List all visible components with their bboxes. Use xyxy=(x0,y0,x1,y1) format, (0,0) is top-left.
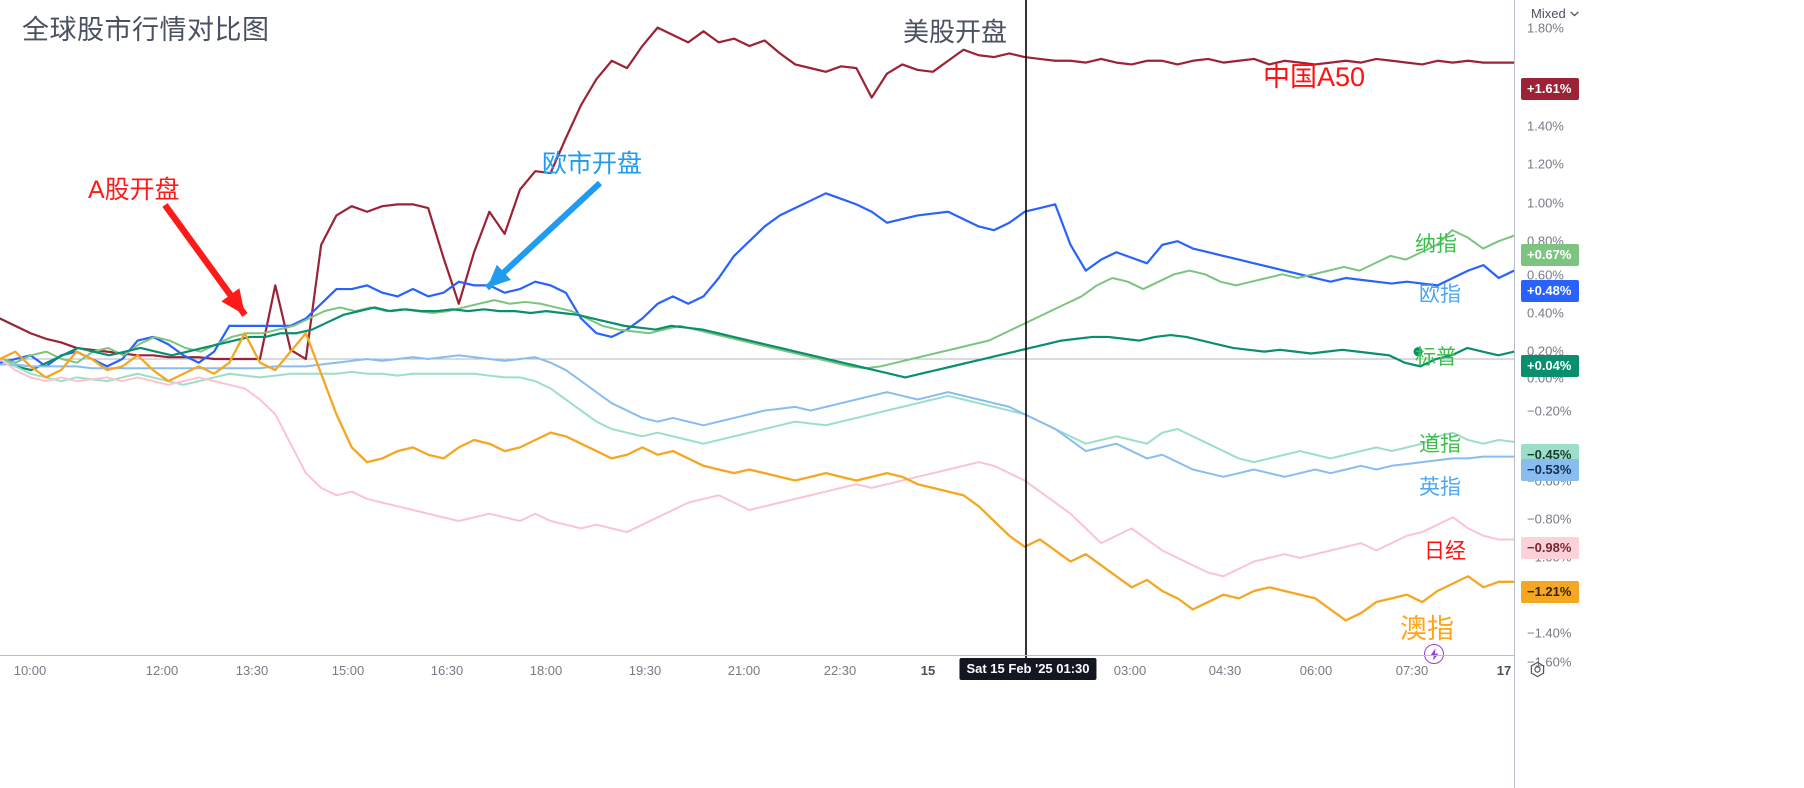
series-line-澳指 xyxy=(0,332,1514,622)
series-line-道指 xyxy=(0,358,1514,464)
annotation-arrow-a-shares xyxy=(162,203,248,317)
time-tick-label: 12:00 xyxy=(145,663,179,678)
series-label-nikkei: 日经 xyxy=(1424,540,1466,563)
annotation-us-open: 美股开盘 xyxy=(903,17,1008,47)
price-badge-a50[interactable]: +1.61% xyxy=(1521,78,1579,100)
gear-icon[interactable] xyxy=(1528,660,1547,679)
price-axis[interactable]: Mixed 1.80% 1.40% 1.20% 1.00% 0.80% 0.60% 0.40… xyxy=(1514,0,1804,788)
price-badge-sp[interactable]: +0.04% xyxy=(1521,355,1579,377)
price-badge-ftse[interactable]: −0.53% xyxy=(1521,459,1579,481)
chevron-down-icon xyxy=(1569,10,1579,16)
series-label-euro: 欧指 xyxy=(1419,283,1461,306)
time-tick-label: 10:00 xyxy=(13,663,47,678)
time-tick-label: 06:00 xyxy=(1299,663,1333,678)
time-tick-label: 15:00 xyxy=(331,663,365,678)
series-label-ftse: 英指 xyxy=(1419,476,1461,499)
time-tick-label: 04:30 xyxy=(1208,663,1242,678)
series-line-纳指 xyxy=(0,229,1514,370)
time-tick-label: 19:30 xyxy=(628,663,662,678)
price-tick-label: 1.40% xyxy=(1527,118,1564,134)
scale-mode-select[interactable]: Mixed xyxy=(1525,3,1585,24)
series-line-日经 xyxy=(0,358,1514,578)
time-tick-label: 17 xyxy=(1496,663,1512,678)
time-tick-label: 22:30 xyxy=(823,663,857,678)
price-tick-label: 0.20% xyxy=(1527,343,1564,359)
time-tick-label: 21:00 xyxy=(727,663,761,678)
series-line-英指 xyxy=(0,354,1514,478)
price-tick-label: −1.60% xyxy=(1527,654,1572,670)
annotation-arrow-eu-open xyxy=(484,180,603,291)
price-tick-label: −0.80% xyxy=(1527,511,1572,527)
series-line-欧指 xyxy=(0,192,1514,368)
price-tick-label: 1.00% xyxy=(1527,195,1564,211)
series-label-dow: 道指 xyxy=(1419,433,1461,456)
price-tick-label: 0.60% xyxy=(1527,267,1564,283)
time-tick-label: 15 xyxy=(920,663,936,678)
page-title: 全球股市行情对比图 xyxy=(22,15,270,45)
time-tick-label: 07:30 xyxy=(1395,663,1429,678)
price-tick-label: 0.40% xyxy=(1527,305,1564,321)
lightning-icon[interactable] xyxy=(1424,644,1444,664)
price-badge-asx[interactable]: −1.21% xyxy=(1521,581,1579,603)
scale-mode-label: Mixed xyxy=(1531,6,1566,21)
time-tick-label: 13:30 xyxy=(235,663,269,678)
time-tick-label: 16:30 xyxy=(430,663,464,678)
series-label-a50: 中国A50 xyxy=(1263,62,1366,92)
time-axis[interactable]: 10:00 12:00 13:30 15:00 16:30 18:00 19:30 21:00… xyxy=(0,655,1704,689)
series-line-标普 xyxy=(0,306,1514,379)
plot-area[interactable] xyxy=(0,0,1514,672)
time-tick-label: 03:00 xyxy=(1113,663,1147,678)
annotation-a-shares-open: A股开盘 xyxy=(88,176,180,204)
series-label-nasdaq: 纳指 xyxy=(1415,233,1457,256)
price-badge-euro[interactable]: +0.48% xyxy=(1521,280,1579,302)
price-tick-label: −0.20% xyxy=(1527,403,1572,419)
series-canvas xyxy=(0,0,1514,672)
price-tick-label: 1.20% xyxy=(1527,156,1564,172)
crosshair-time-badge: Sat 15 Feb '25 01:30 xyxy=(959,658,1097,680)
price-badge-nikkei[interactable]: −0.98% xyxy=(1521,537,1579,559)
series-end-dot-sp xyxy=(1413,347,1423,357)
series-label-asx: 澳指 xyxy=(1400,614,1454,644)
price-tick-label: 1.80% xyxy=(1527,20,1564,36)
price-badge-nasdaq[interactable]: +0.67% xyxy=(1521,244,1579,266)
series-line-中国A50 xyxy=(0,26,1514,361)
annotation-eu-open: 欧市开盘 xyxy=(542,150,643,178)
series-label-sp: 标普 xyxy=(1415,346,1457,369)
price-tick-label: −1.40% xyxy=(1527,625,1572,641)
time-tick-label: 18:00 xyxy=(529,663,563,678)
